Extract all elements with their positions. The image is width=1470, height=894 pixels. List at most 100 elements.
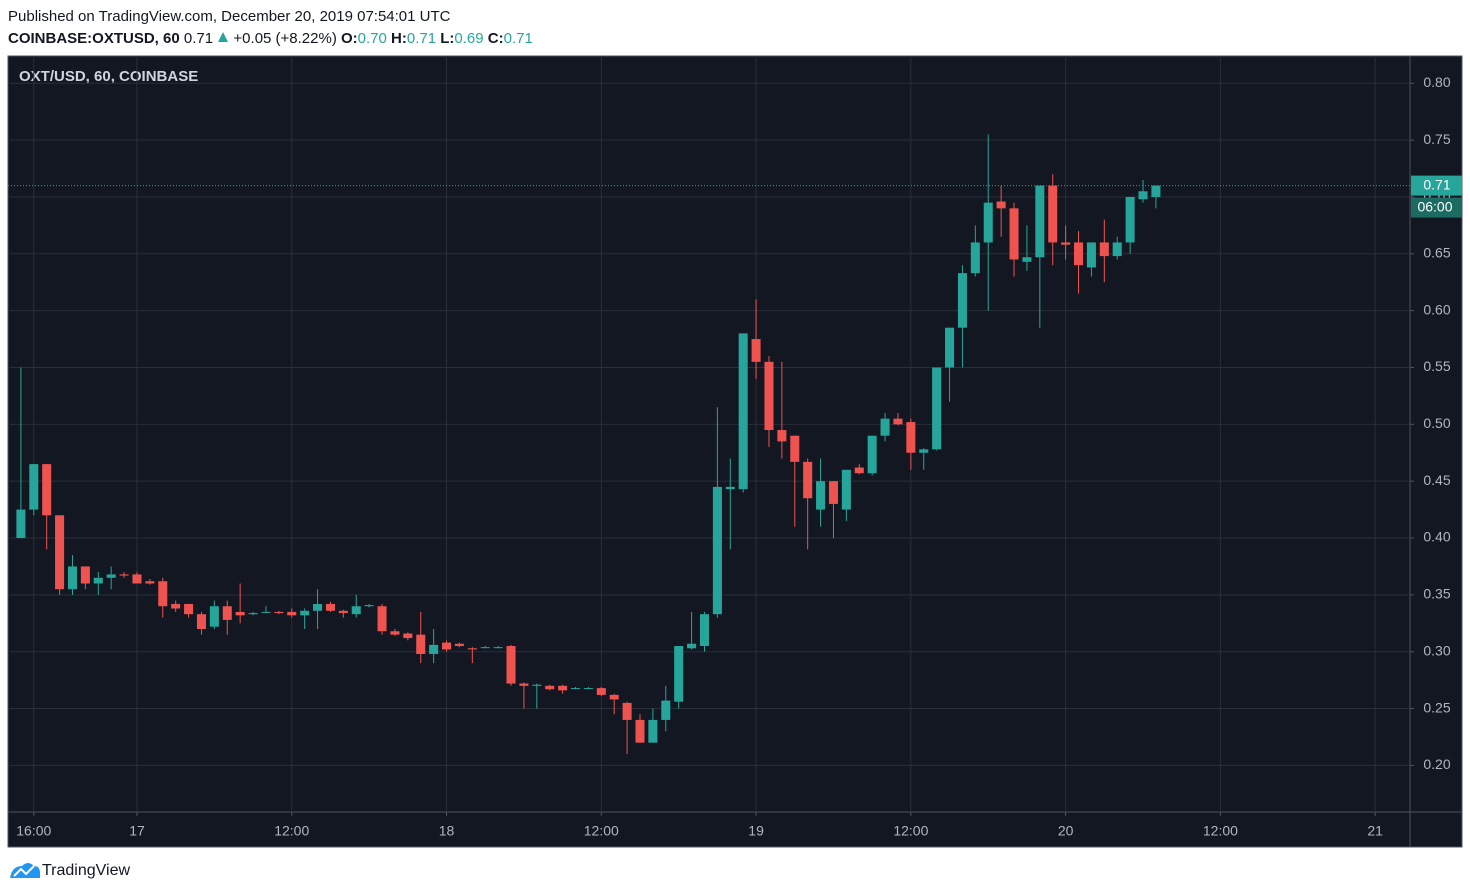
candle-body [351,606,361,615]
candle [687,611,697,650]
candle-body [55,515,65,590]
candle [261,606,271,614]
candle [287,608,297,618]
y-tick-label: 0.35 [1423,586,1450,602]
candle [248,611,258,616]
candle [29,464,39,516]
candle-body [648,719,658,743]
candle [377,603,387,635]
candle [983,134,993,311]
candle-body [480,647,490,649]
candle [235,583,245,624]
logo-text: TradingView [42,862,130,879]
candle-body [1099,242,1109,257]
ohlc-value: 0.69 [454,30,484,47]
candle [970,225,980,277]
y-tick-label: 0.45 [1423,472,1450,488]
candle [480,646,490,649]
candle [674,646,684,709]
candle-body [80,566,90,584]
candle-body [828,481,838,504]
candle-body [751,339,761,362]
candle [196,611,206,635]
x-tick-label: 20 [1058,823,1074,839]
candle [1125,196,1135,254]
candle-body [699,614,709,647]
candle [325,601,335,612]
candle [158,577,168,618]
candle-body [790,435,800,462]
ohlc-label: H: [391,30,407,47]
candle [945,327,955,402]
candle [661,685,671,732]
candle [828,481,838,539]
candle-body [957,273,967,328]
candle-body [893,418,903,425]
candle [738,333,748,493]
candle-body [945,327,955,368]
candle-body [235,611,245,616]
candle-body [687,643,697,649]
candle [55,515,65,595]
candle-body [454,643,464,647]
y-tick-label: 0.65 [1423,245,1450,261]
last-price-box [1411,175,1462,196]
ohlc-value: 0.71 [406,30,437,47]
candle [351,594,361,618]
candle [1022,225,1032,271]
candle-body [209,606,219,627]
candle-body [222,606,232,620]
candle-body [338,610,348,614]
x-tick-label: 19 [748,823,764,839]
candle-body [274,611,284,614]
candle-body [106,574,116,578]
candle [558,684,568,694]
logo [10,863,40,878]
candle-body [570,688,581,690]
candle-body [171,603,181,609]
candle-body [1022,257,1032,262]
candle [596,686,606,697]
candle [1009,202,1019,277]
x-tick-label: 21 [1367,823,1383,839]
countdown-box [1411,197,1462,218]
candle-body [442,642,452,650]
candle [996,185,1006,237]
candle [1035,185,1045,328]
candle [777,361,787,459]
candle [919,448,929,470]
candle [209,600,219,629]
candle-body [29,464,39,510]
candle [313,589,323,629]
candle-body [196,614,206,629]
candle-body [300,610,310,616]
candle [119,572,129,578]
candle [841,469,851,521]
x-tick-label: 12:00 [274,823,309,839]
candle [493,646,503,649]
logo-line [13,865,35,877]
y-tick-label: 0.55 [1423,358,1450,374]
y-tick-label: 0.25 [1423,699,1450,715]
last: 0.71 [183,30,214,47]
published: Published on TradingView.com, December 2… [8,8,451,25]
candle [42,464,52,550]
candle-body [1125,196,1135,243]
candle-body [816,481,826,510]
candle-body [313,603,323,611]
ohlc-label: C: [487,30,504,47]
candle [442,640,452,652]
candle-body [287,611,297,616]
candle-body [132,574,142,584]
candle [338,609,348,618]
candle-body [596,688,606,695]
candle [403,632,413,641]
candle-body [545,685,555,690]
countdown-label: 06:00 [1417,198,1452,214]
candle-body [158,581,168,607]
candle-body [1112,242,1122,257]
candle [222,600,232,635]
candle [583,686,593,690]
candle-body [583,688,593,690]
